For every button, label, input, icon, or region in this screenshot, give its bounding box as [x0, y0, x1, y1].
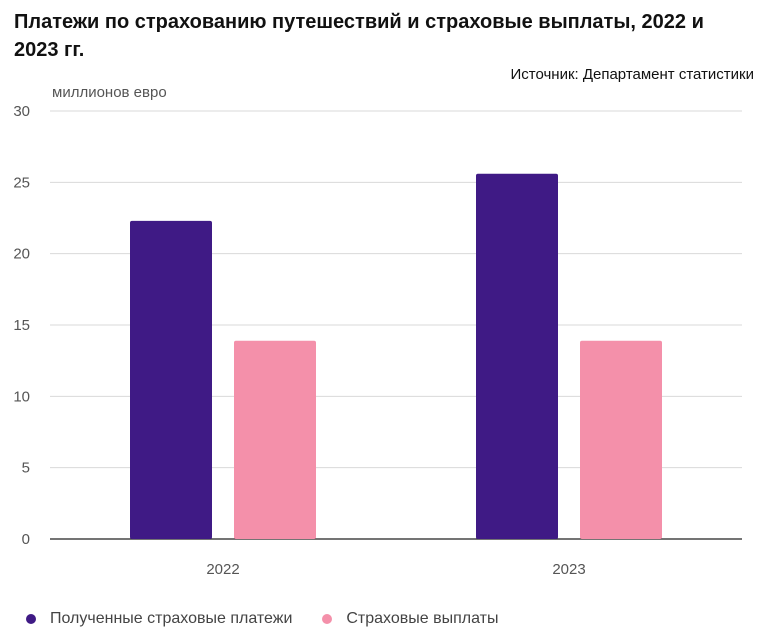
x-tick-label: 2022 [206, 561, 239, 578]
legend-label-series-2: Страховые выплаты [346, 610, 499, 627]
y-tick-label: 30 [13, 103, 30, 120]
legend-swatch-series-2 [322, 614, 333, 624]
bar-2023-series-1 [476, 173, 558, 540]
y-tick-label: 20 [13, 246, 30, 263]
bar-2022-series-1 [130, 220, 212, 539]
legend-swatch-series-1 [26, 614, 36, 624]
legend-item-series-1: Полученные страховые платежи [26, 610, 292, 628]
y-axis-unit-label: миллионов евро [52, 84, 167, 101]
legend-item-series-2: Страховые выплаты [322, 610, 499, 628]
y-tick-label: 10 [13, 388, 30, 405]
legend-label-series-1: Полученные страховые платежи [50, 610, 293, 627]
y-tick-label: 15 [13, 317, 30, 334]
x-tick-label: 2023 [552, 561, 585, 578]
y-tick-label: 25 [13, 174, 30, 191]
legend: Полученные страховые платежи Страховые в… [26, 610, 529, 628]
y-tick-label: 5 [22, 460, 30, 477]
source-note: Источник: Департамент статистики [510, 66, 754, 83]
bar-2023-series-2 [580, 340, 662, 539]
bar-2022-series-2 [234, 340, 316, 539]
y-tick-label: 0 [22, 531, 30, 548]
bar-chart: 0 5 10 15 20 25 30 2022 2023 [13, 103, 742, 578]
chart-title: Платежи по страхованию путешествий и стр… [14, 11, 704, 61]
